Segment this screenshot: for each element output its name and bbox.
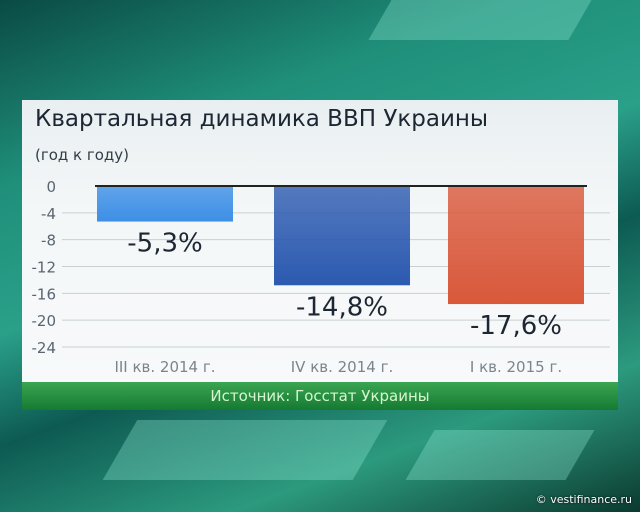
watermark: © vestifinance.ru xyxy=(535,493,632,506)
y-tick-label: -24 xyxy=(32,339,57,357)
y-tick-label: -8 xyxy=(41,232,56,250)
chart-subtitle: (год к году) xyxy=(35,146,130,164)
x-tick-label: IV кв. 2014 г. xyxy=(291,358,393,376)
bar xyxy=(97,186,233,222)
y-tick-label: -12 xyxy=(32,259,57,277)
bar xyxy=(448,186,584,305)
y-tick-label: -20 xyxy=(32,312,57,330)
y-tick-label: 0 xyxy=(46,178,56,196)
data-label: -17,6% xyxy=(470,311,562,341)
y-tick-label: -16 xyxy=(32,285,57,303)
x-tick-label: III кв. 2014 г. xyxy=(114,358,215,376)
data-label: -5,3% xyxy=(127,229,202,259)
source-band: Источник: Госстат Украины xyxy=(22,382,618,410)
y-tick-label: -4 xyxy=(41,205,56,223)
chart-title: Квартальная динамика ВВП Украины xyxy=(35,106,489,132)
data-label: -14,8% xyxy=(296,292,388,322)
x-tick-label: I кв. 2015 г. xyxy=(470,358,562,376)
source-text: Источник: Госстат Украины xyxy=(210,387,430,405)
bar xyxy=(274,186,410,286)
